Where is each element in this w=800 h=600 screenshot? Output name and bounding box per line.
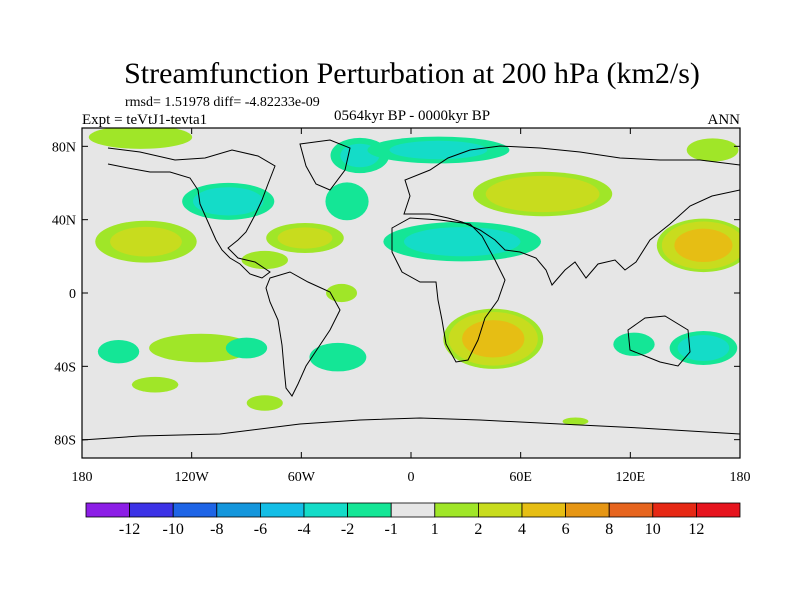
coastline-eurasia — [403, 145, 740, 286]
anomaly-field — [88, 128, 740, 426]
colorbar-label-4: -4 — [297, 521, 310, 538]
colorbar-swatch-12 — [608, 502, 654, 518]
x-tick-label-5: 120E — [616, 470, 646, 485]
anomaly-22-level-1 — [562, 417, 589, 426]
anomaly-7-level-1 — [225, 337, 268, 359]
colorbar-swatch-6 — [347, 502, 392, 518]
colorbar-label-13: 12 — [688, 521, 704, 538]
colorbar-swatch-3 — [216, 502, 261, 518]
colorbar-swatch-13 — [652, 502, 697, 518]
anomaly-18-level-4 — [674, 228, 733, 262]
anomaly-21-level-1 — [613, 332, 655, 357]
colorbar-label-12: 10 — [645, 521, 661, 538]
anomaly-17-level-4 — [462, 320, 525, 358]
colorbar-label-3: -6 — [254, 521, 267, 538]
colorbar-swatch-0 — [85, 502, 130, 518]
colorbar-swatch-11 — [565, 502, 610, 518]
colorbar-label-10: 6 — [562, 521, 570, 538]
anomaly-3-level-2 — [277, 227, 333, 249]
coastline-australia — [627, 315, 691, 367]
anomaly-15-level-2 — [403, 227, 521, 257]
colorbar-swatch-7 — [390, 502, 436, 518]
anomaly-0-level-1 — [88, 128, 193, 149]
x-tick-label-0: 180 — [72, 470, 93, 485]
colorbar-swatch-2 — [172, 502, 218, 518]
colorbar-swatch-5 — [303, 502, 348, 518]
anomaly-13-level-1 — [325, 182, 369, 221]
anomaly-1-level-2 — [110, 226, 182, 257]
anomaly-4-level-1 — [241, 250, 289, 270]
chart-title: Streamfunction Perturbation at 200 hPa (… — [124, 57, 700, 90]
y-tick-label-3: 40S — [54, 360, 76, 375]
colorbar-label-5: -2 — [341, 521, 354, 538]
colorbar-label-1: -10 — [163, 521, 184, 538]
anomaly-8-level-1 — [326, 283, 358, 303]
colorbar-label-9: 4 — [518, 521, 526, 538]
colorbar-swatch-1 — [129, 502, 174, 518]
colorbar-swatch-10 — [521, 502, 566, 518]
anomaly-19-level-1 — [686, 138, 739, 162]
period-label: 0564kyr BP - 0000kyr BP — [334, 108, 490, 124]
colorbar-swatch-9 — [477, 502, 523, 518]
colorbar-swatch-8 — [434, 502, 479, 518]
stats-line: rmsd= 1.51978 diff= -4.82233e-09 — [125, 95, 320, 110]
colorbar-label-0: -12 — [119, 521, 140, 538]
coastline-antarctica — [82, 417, 740, 441]
axes: 180 120W 60W 0 60E 120E 180 80N 40N 0 40S 80S — [52, 128, 751, 485]
x-tick-label-4: 60E — [509, 470, 532, 485]
season-label: ANN — [708, 112, 741, 128]
anomaly-20-level-2 — [677, 335, 730, 361]
colorbar-label-11: 8 — [605, 521, 613, 538]
y-tick-label-2: 0 — [69, 287, 76, 302]
coastline-outlines — [82, 139, 740, 441]
anomaly-6-level-1 — [97, 339, 140, 364]
x-tick-label-3: 0 — [408, 470, 415, 485]
colorbar-swatch-14 — [696, 502, 741, 518]
colorbar-swatch-4 — [259, 502, 305, 518]
y-tick-label-4: 80S — [54, 434, 76, 449]
colorbar-label-7: 1 — [431, 521, 439, 538]
colorbar-label-2: -8 — [210, 521, 223, 538]
y-tick-label-1: 40N — [52, 214, 76, 229]
colorbar-label-6: -1 — [385, 521, 398, 538]
coastline-greenland — [299, 139, 351, 191]
anomaly-5-level-1 — [149, 333, 253, 363]
colorbar: -12 -10 -8 -6 -4 -2 -1 1 2 4 6 8 10 12 — [85, 502, 741, 538]
anomaly-2-level-2 — [193, 187, 264, 216]
map-background — [82, 128, 740, 458]
anomaly-10-level-1 — [131, 376, 179, 393]
coastline-south-america — [265, 271, 341, 397]
anomaly-14-level-2 — [389, 140, 488, 160]
coastline-north-america — [107, 147, 276, 279]
x-tick-label-2: 60W — [288, 470, 316, 485]
anomaly-9-level-1 — [309, 342, 367, 372]
x-tick-label-6: 180 — [730, 470, 751, 485]
anomaly-16-level-2 — [485, 175, 600, 213]
y-tick-label-0: 80N — [52, 140, 76, 155]
experiment-label: Expt = teVtJ1-tevta1 — [82, 112, 207, 128]
x-tick-label-1: 120W — [175, 470, 210, 485]
colorbar-label-8: 2 — [474, 521, 482, 538]
anomaly-11-level-1 — [246, 395, 283, 411]
